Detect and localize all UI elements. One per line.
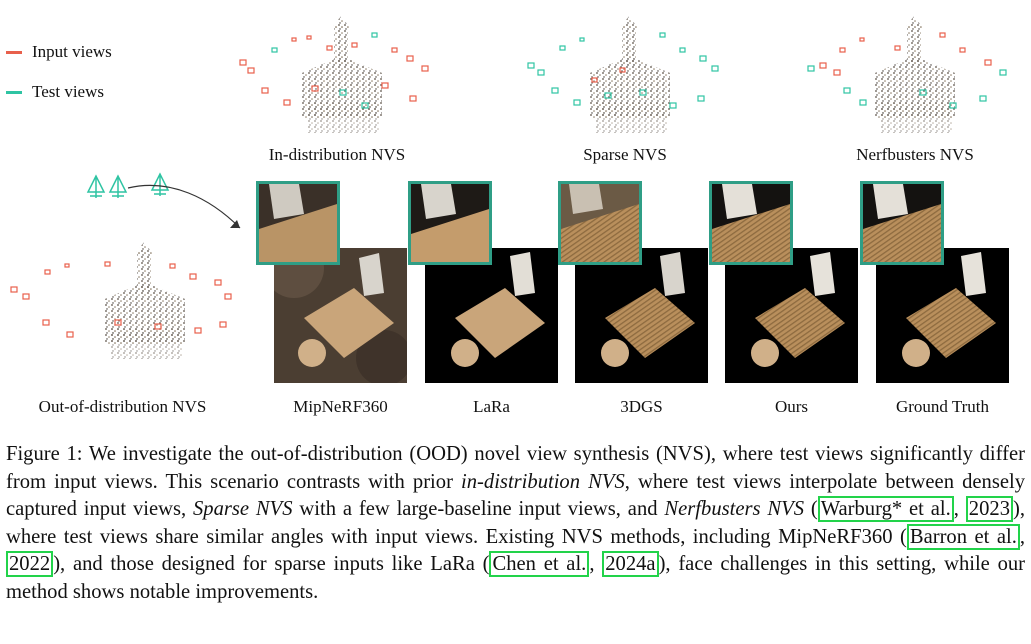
scene-sparse (520, 8, 730, 143)
render-ground-truth (876, 248, 1009, 383)
label-method-mipnerf360: MipNeRF360 (293, 397, 388, 416)
render-ours (725, 248, 858, 383)
inset-ours (709, 181, 793, 265)
citation-link-chen-year[interactable]: 2024a (602, 551, 659, 578)
caption-text-4: ( (804, 498, 818, 521)
caption-text-6: ), where test views share similar angles… (6, 498, 1025, 548)
caption-text-1: Figure 1: We investigate the out-of-dist… (6, 443, 1025, 493)
label-ood: Out-of-distribution NVS (38, 397, 207, 416)
caption-text-9: , (589, 553, 603, 576)
legend-input-views: Input views (6, 40, 112, 64)
test-camera-arrow (80, 168, 260, 243)
render-lara (425, 248, 558, 383)
caption-text-3: with a few large-baseline input views, a… (292, 498, 665, 521)
citation-link-barron-authors[interactable]: Barron et al. (906, 523, 1020, 550)
legend: Input views Test views (6, 40, 112, 120)
legend-test-label: Test views (32, 82, 104, 101)
legend-input-label: Input views (32, 42, 112, 61)
label-nerfbusters: Nerfbusters NVS (856, 145, 974, 164)
render-3dgs (575, 248, 708, 383)
legend-test-views: Test views (6, 80, 112, 104)
inset-mipnerf360 (256, 181, 340, 265)
caption-text-5: , (953, 498, 966, 521)
inset-lara (408, 181, 492, 265)
scene-in-distribution (232, 8, 442, 143)
label-method-lara: LaRa (473, 397, 510, 416)
caption-em-sparse: Sparse NVS (193, 498, 293, 521)
caption-text-10: ), face challenges in this setting, whil… (6, 553, 1026, 603)
label-in-distribution: In-distribution NVS (268, 145, 406, 164)
label-method-ours: Ours (774, 397, 809, 416)
figure-caption: Figure 1: We investigate the out-of-dist… (6, 441, 1025, 607)
inset-3dgs (558, 181, 642, 265)
inset-ground-truth (860, 181, 944, 265)
label-method-ground-truth: Ground Truth (895, 397, 990, 416)
citation-link-chen-authors[interactable]: Chen et al. (489, 551, 590, 578)
citation-link-warburg-authors[interactable]: Warburg* et al. (817, 496, 954, 523)
caption-em-in-distribution: in-distribution NVS (461, 470, 625, 493)
citation-link-warburg-year[interactable]: 2023 (965, 496, 1013, 523)
label-method-3dgs: 3DGS (620, 397, 663, 416)
scene-ood (5, 232, 240, 392)
citation-link-barron-year[interactable]: 2022 (6, 551, 54, 578)
caption-text-7: , (1019, 525, 1026, 548)
test-views-swatch (6, 90, 22, 94)
label-sparse: Sparse NVS (583, 145, 667, 164)
input-views-swatch (6, 50, 22, 54)
caption-text-8: ), and those designed for sparse inputs … (53, 553, 490, 576)
caption-text-2: , where test views interpolate between d… (6, 470, 1025, 521)
caption-em-nerfbusters: Nerfbusters NVS (664, 498, 804, 521)
render-mipnerf360 (274, 248, 407, 383)
scene-nerfbusters (800, 8, 1020, 143)
